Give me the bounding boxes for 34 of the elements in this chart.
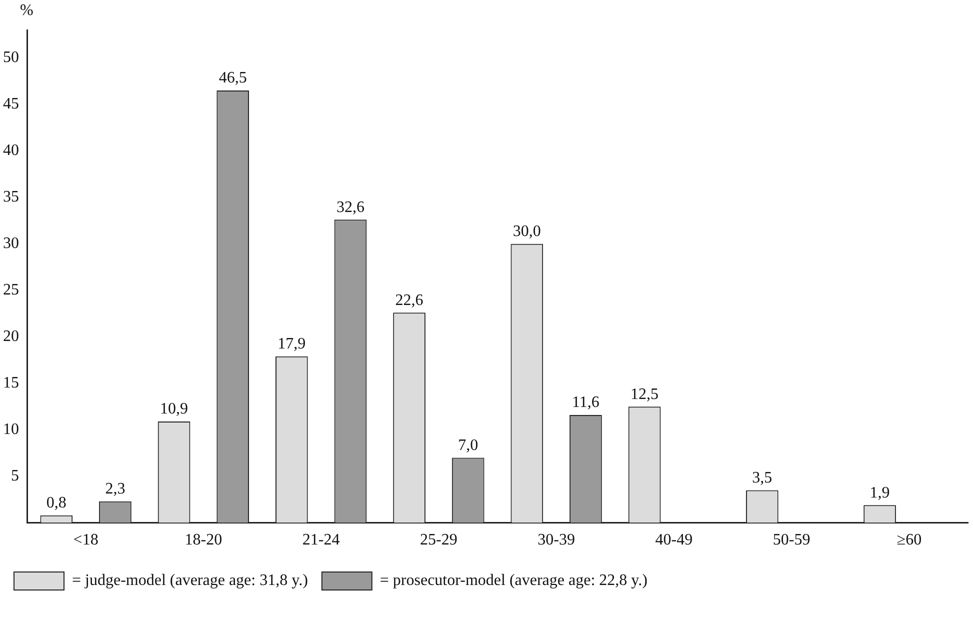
y-axis-title: % — [20, 2, 34, 20]
data-label: 46,5 — [218, 70, 247, 87]
data-label: 1,9 — [870, 484, 890, 502]
y-tick-label: 10 — [3, 421, 19, 438]
data-label: 17,9 — [278, 336, 306, 353]
data-label: 22,6 — [395, 292, 424, 309]
y-tick-label: 50 — [3, 49, 19, 66]
legend-label: = prosecutor-model (average age: 22,8 y.) — [380, 572, 648, 590]
data-label: 3,5 — [752, 469, 772, 486]
data-label: 10,9 — [160, 400, 188, 418]
data-label: 11,6 — [572, 394, 600, 412]
data-label: 32,6 — [336, 198, 364, 216]
data-label: 12,5 — [630, 386, 659, 403]
x-tick-label: 40-49 — [655, 532, 693, 549]
data-label: 7,0 — [458, 436, 478, 454]
x-tick-label: 21-24 — [302, 532, 340, 549]
x-tick-label: 25-29 — [420, 532, 458, 549]
data-label: 30,0 — [512, 223, 541, 240]
legend-label: = judge-model (average age: 31,8 y.) — [72, 572, 308, 590]
x-tick-label: 18-20 — [184, 532, 222, 549]
x-tick-label: 30-39 — [538, 532, 575, 549]
y-tick-label: 30 — [3, 235, 19, 252]
x-tick-label: ≥60 — [896, 532, 922, 549]
data-label: 0,8 — [46, 494, 66, 512]
y-tick-label: 40 — [3, 142, 19, 160]
data-label: 2,3 — [105, 480, 126, 498]
y-tick-label: 20 — [3, 328, 19, 346]
x-tick-label: <18 — [73, 532, 98, 549]
y-tick-label: 15 — [3, 374, 19, 392]
y-tick-label: 25 — [3, 282, 19, 299]
y-tick-label: 35 — [3, 188, 19, 206]
y-tick-label: 45 — [3, 96, 19, 113]
y-tick-label: 5 — [11, 468, 19, 485]
x-tick-label: 50-59 — [772, 532, 810, 549]
